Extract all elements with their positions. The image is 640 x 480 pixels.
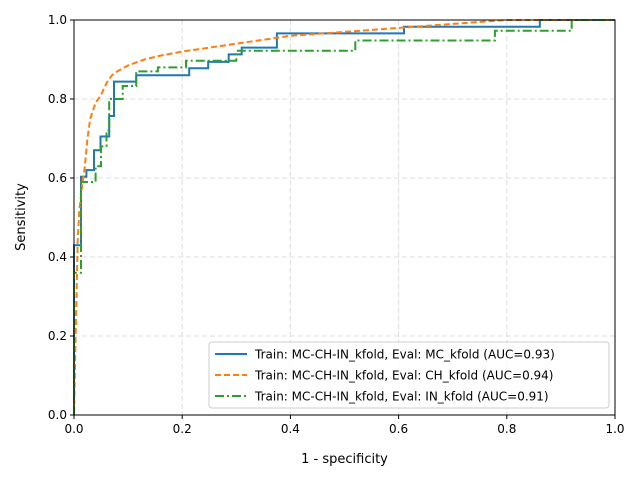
y-tick-label: 1.0 <box>48 13 67 27</box>
legend-entry: Train: MC-CH-IN_kfold, Eval: MC_kfold (A… <box>254 348 555 362</box>
plot-frame <box>73 19 616 416</box>
series-line-0 <box>73 19 615 415</box>
x-tick-label: 0.4 <box>281 422 300 436</box>
legend-entry: Train: MC-CH-IN_kfold, Eval: IN_kfold (A… <box>254 390 549 404</box>
x-axis-label: 1 - specificity <box>301 452 388 467</box>
x-tick-label: 0.0 <box>64 422 83 436</box>
series-line-2 <box>73 19 615 415</box>
y-tick-label: 0.8 <box>48 92 67 106</box>
x-tick-label: 0.8 <box>497 422 516 436</box>
y-tick-label: 0.0 <box>48 408 67 422</box>
x-tick-label: 0.2 <box>173 422 192 436</box>
series-lines <box>73 19 615 416</box>
y-tick-label: 0.6 <box>48 171 67 185</box>
legend-box <box>208 341 610 409</box>
x-tick-label: 0.6 <box>389 422 408 436</box>
y-tick-label: 0.2 <box>48 329 67 343</box>
series-line-1 <box>73 19 615 416</box>
y-tick-label: 0.4 <box>48 250 67 264</box>
y-axis-label: Sensitivity <box>14 183 29 251</box>
ticks: 0.0 0.2 0.4 0.6 0.8 1.0 0.0 0.2 0.4 0.6 0.8 1.0 <box>48 13 625 436</box>
x-tick-label: 1.0 <box>605 422 624 436</box>
legend: Train: MC-CH-IN_kfold, Eval: MC_kfold (A… <box>208 341 610 409</box>
legend-entry: Train: MC-CH-IN_kfold, Eval: CH_kfold (A… <box>254 369 553 383</box>
